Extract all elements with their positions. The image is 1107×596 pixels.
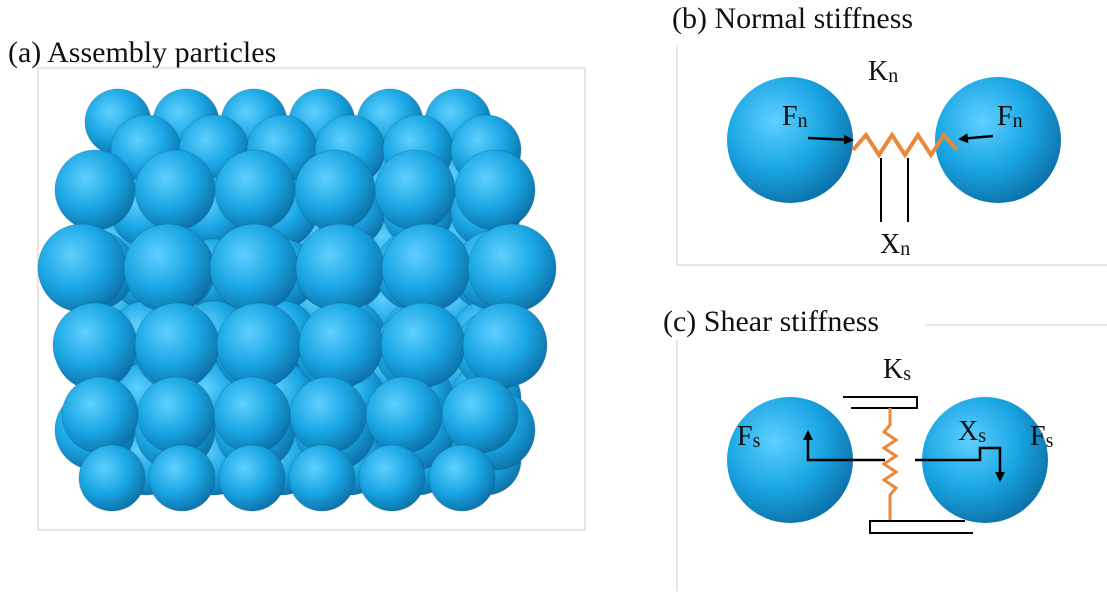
particle [727, 397, 853, 523]
force-label: Fn [782, 101, 808, 132]
particle [123, 223, 213, 313]
particle [214, 149, 296, 231]
force-label: Fn [997, 101, 1023, 132]
particle [380, 302, 466, 388]
spring [881, 408, 899, 520]
particle [218, 444, 286, 512]
particle [54, 149, 136, 231]
particle [78, 444, 146, 512]
panel-b-title: (b) Normal stiffness [672, 2, 913, 35]
force-arrow [915, 446, 1005, 482]
particle [922, 397, 1048, 523]
particle [289, 376, 367, 454]
particle [148, 444, 216, 512]
spring-label: Kn [868, 56, 898, 87]
panel-a-frame [37, 67, 586, 531]
particle [935, 77, 1061, 203]
particle [441, 376, 519, 454]
force-label: Fs [737, 421, 761, 452]
particle [727, 77, 853, 203]
particle [288, 444, 356, 512]
bracket [843, 396, 918, 409]
panel-a-title: (a) Assembly particles [8, 36, 276, 69]
particle [134, 302, 220, 388]
particle [462, 302, 548, 388]
gap-label: Xs [958, 416, 986, 447]
force-arrow [803, 430, 885, 462]
force-arrow [807, 134, 854, 145]
particle [294, 149, 376, 231]
gap-label: Xn [880, 229, 910, 260]
particle [467, 223, 557, 313]
particle [134, 149, 216, 231]
bracket [869, 520, 973, 534]
particle [454, 149, 536, 231]
panel-c-frame [676, 324, 1107, 591]
panel-c-title: (c) Shear stiffness [663, 305, 879, 338]
particle [365, 376, 443, 454]
panel-b-frame [676, 45, 1107, 266]
force-label: Fs [1030, 421, 1054, 452]
particle [298, 302, 384, 388]
particle [374, 149, 456, 231]
particle [381, 223, 471, 313]
spring [851, 131, 959, 159]
force-arrow [958, 133, 994, 144]
particle [37, 223, 127, 313]
particle [216, 302, 302, 388]
particle [137, 376, 215, 454]
particle [358, 444, 426, 512]
particle [209, 223, 299, 313]
particle-assembly [37, 88, 557, 512]
spring-label: Ks [883, 354, 911, 385]
particle [295, 223, 385, 313]
particle [213, 376, 291, 454]
particle [52, 302, 138, 388]
particle [61, 376, 139, 454]
particle [428, 444, 496, 512]
